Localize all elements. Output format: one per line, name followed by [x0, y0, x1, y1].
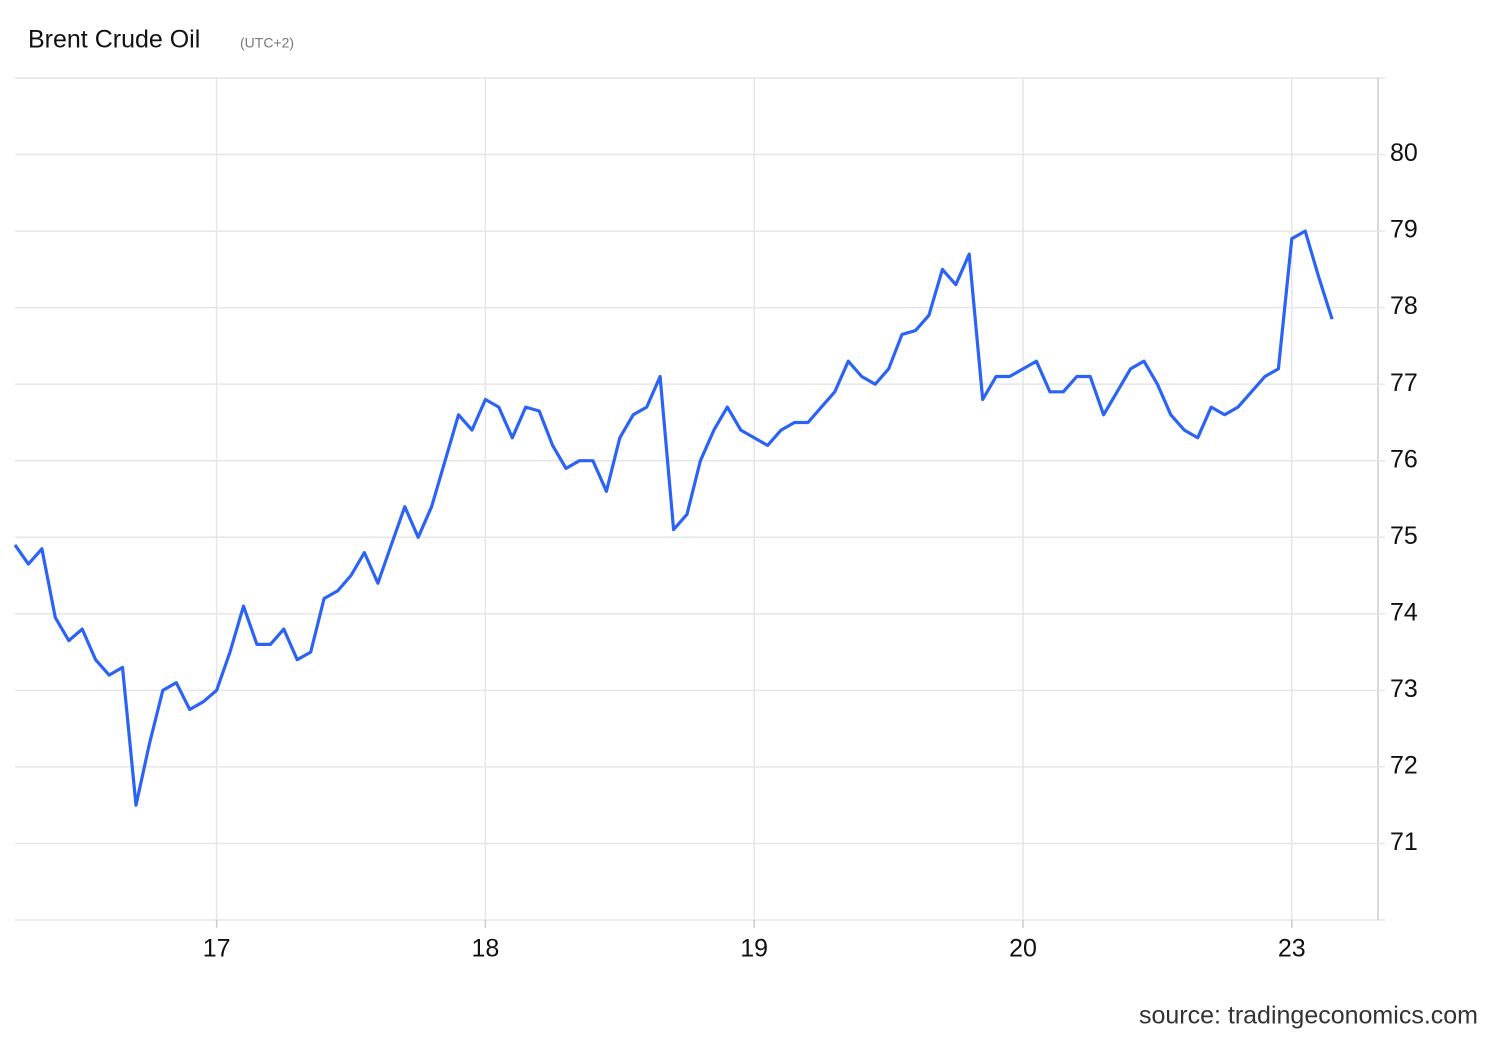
y-tick-label: 78 [1390, 292, 1418, 320]
y-tick-label: 76 [1390, 445, 1418, 473]
y-tick-label: 73 [1390, 675, 1418, 703]
y-tick-label: 79 [1390, 216, 1418, 244]
chart-subtitle: (UTC+2) [240, 35, 294, 51]
price-line [13, 229, 1334, 807]
y-tick-label: 74 [1390, 598, 1418, 626]
y-tick-label: 75 [1390, 522, 1418, 550]
y-tick-label: 71 [1390, 828, 1418, 856]
x-tick-label: 23 [1278, 935, 1306, 963]
y-tick-label: 80 [1390, 139, 1418, 167]
x-tick-label: 20 [1009, 935, 1037, 963]
source: source: tradingeconomics.com [1139, 1002, 1478, 1030]
x-tick-label: 19 [740, 935, 768, 963]
x-tick-label: 17 [203, 935, 231, 963]
x-tick-label: 18 [471, 935, 499, 963]
y-tick-label: 77 [1390, 369, 1418, 397]
chart-title: Brent Crude Oil [28, 26, 200, 54]
y-tick-label: 72 [1390, 752, 1418, 780]
